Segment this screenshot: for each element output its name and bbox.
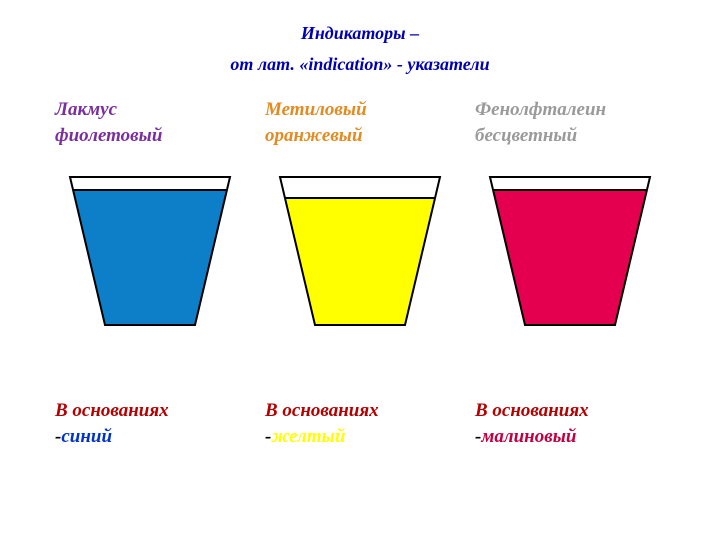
caption-2-color: малиновый	[481, 426, 576, 447]
title-block: Индикаторы – от лат. «indication» - указ…	[0, 0, 720, 79]
caption-1-prefix: В основаниях	[265, 400, 379, 421]
caption-0-prefix: В основаниях	[55, 400, 169, 421]
caption-0: В основаниях -синий	[55, 398, 245, 449]
indicator-col-0: Лакмус фиолетовый	[55, 97, 245, 326]
indicator-name-2-l2: бесцветный	[475, 125, 577, 146]
beaker-1	[275, 176, 445, 326]
beaker-2	[485, 176, 655, 326]
title-line-1: Индикаторы –	[0, 18, 720, 49]
indicator-columns: Лакмус фиолетовый Метиловый оранжевый Фе…	[0, 97, 720, 326]
indicator-label-1: Метиловый оранжевый	[265, 97, 455, 148]
beaker-0	[65, 176, 235, 326]
indicator-col-1: Метиловый оранжевый	[265, 97, 455, 326]
caption-2: В основаниях -малиновый	[475, 398, 665, 449]
indicator-name-1-l1: Метиловый	[265, 99, 367, 120]
caption-1-color: желтый	[271, 426, 345, 447]
indicator-name-2-l1: Фенолфталеин	[475, 99, 606, 120]
title-line-2: от лат. «indication» - указатели	[0, 49, 720, 80]
caption-0-color: синий	[61, 426, 112, 447]
caption-1: В основаниях -желтый	[265, 398, 455, 449]
indicator-col-2: Фенолфталеин бесцветный	[475, 97, 665, 326]
indicator-label-0: Лакмус фиолетовый	[55, 97, 245, 148]
caption-2-prefix: В основаниях	[475, 400, 589, 421]
caption-row: В основаниях -синий В основаниях -желтый…	[0, 398, 720, 449]
indicator-name-0-l2: фиолетовый	[55, 125, 162, 146]
indicator-name-0-l1: Лакмус	[55, 99, 117, 120]
indicator-label-2: Фенолфталеин бесцветный	[475, 97, 665, 148]
indicator-name-1-l2: оранжевый	[265, 125, 363, 146]
